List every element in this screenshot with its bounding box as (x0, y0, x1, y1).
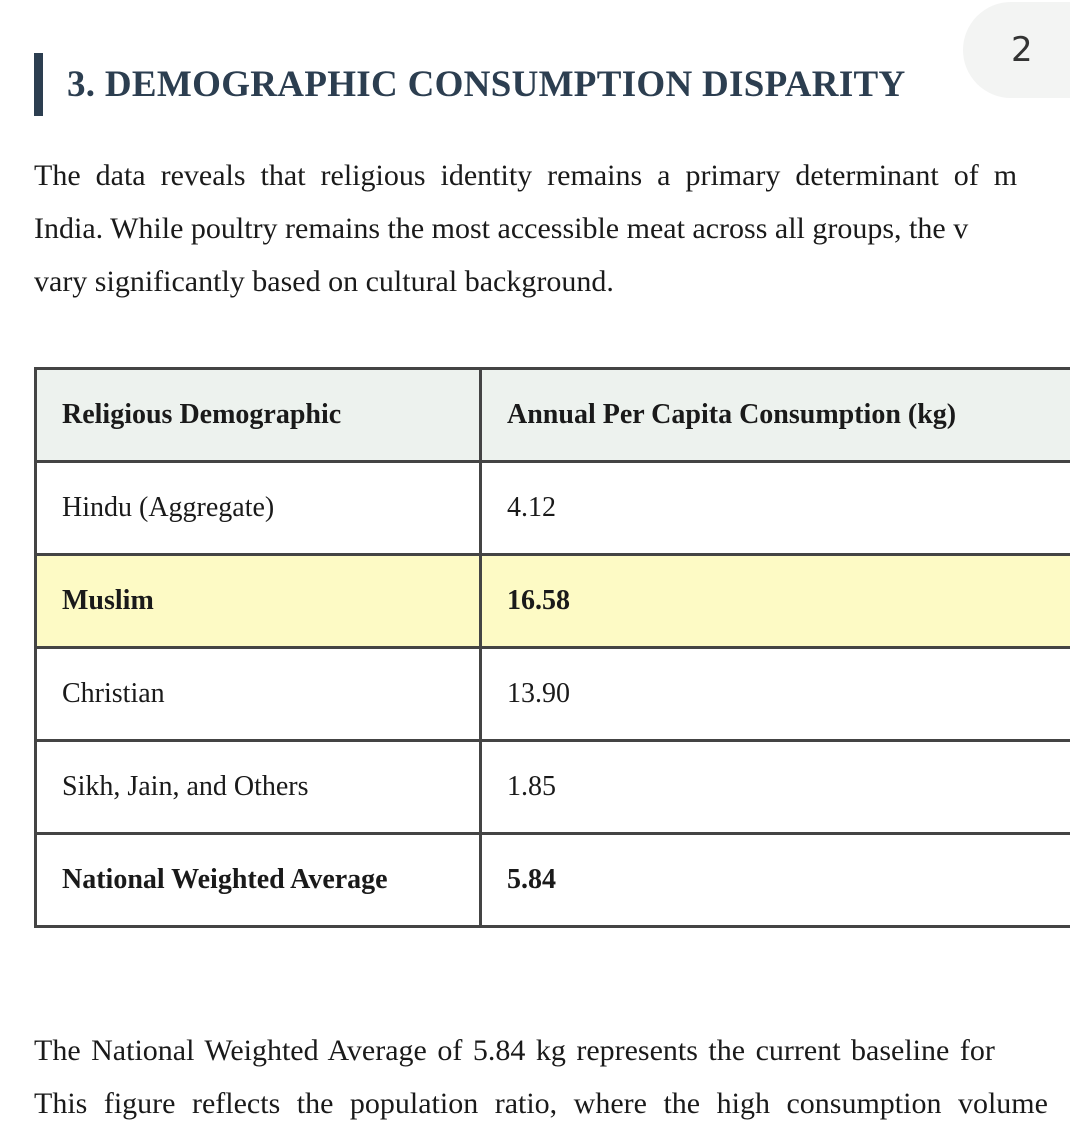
consumption-cell: 13.90 (479, 646, 1070, 742)
paragraph-line: The National Weighted Average of 5.84 kg… (34, 1034, 995, 1067)
closing-paragraph: The National Weighted Average of 5.84 kg… (34, 1024, 1070, 1130)
demographic-cell: Muslim (34, 553, 482, 649)
section-title: 3. DEMOGRAPHIC CONSUMPTION DISPARITY (67, 64, 906, 105)
consumption-cell: 1.85 (479, 739, 1070, 835)
demographic-cell: Hindu (Aggregate) (34, 460, 482, 556)
column-header-consumption: Annual Per Capita Consumption (kg) (479, 367, 1070, 463)
intro-paragraph: The data reveals that religious identity… (34, 149, 1070, 308)
consumption-cell: 16.58 (479, 553, 1070, 649)
table-row: Christian 13.90 (34, 646, 1070, 742)
table-row: Hindu (Aggregate) 4.12 (34, 460, 1070, 556)
table-row-highlighted: Muslim 16.58 (34, 553, 1070, 649)
table-row-total: National Weighted Average 5.84 (34, 832, 1070, 928)
section-heading: 3. DEMOGRAPHIC CONSUMPTION DISPARITY (34, 53, 906, 116)
paragraph-line: vary significantly based on cultural bac… (34, 265, 614, 298)
paragraph-line: India. While poultry remains the most ac… (34, 212, 969, 245)
consumption-cell: 5.84 (479, 832, 1070, 928)
column-header-demographic: Religious Demographic (34, 367, 482, 463)
paragraph-line: The data reveals that religious identity… (34, 159, 1018, 192)
demographic-cell: National Weighted Average (34, 832, 482, 928)
table-row: Sikh, Jain, and Others 1.85 (34, 739, 1070, 835)
page-number: 2 (1011, 30, 1033, 70)
demographic-cell: Christian (34, 646, 482, 742)
consumption-table: Religious Demographic Annual Per Capita … (34, 367, 1070, 928)
page-number-badge: 2 (963, 2, 1070, 98)
consumption-cell: 4.12 (479, 460, 1070, 556)
table-header-row: Religious Demographic Annual Per Capita … (34, 367, 1070, 463)
heading-accent-bar (34, 53, 43, 116)
paragraph-line: This figure reflects the population rati… (34, 1087, 1048, 1120)
demographic-cell: Sikh, Jain, and Others (34, 739, 482, 835)
